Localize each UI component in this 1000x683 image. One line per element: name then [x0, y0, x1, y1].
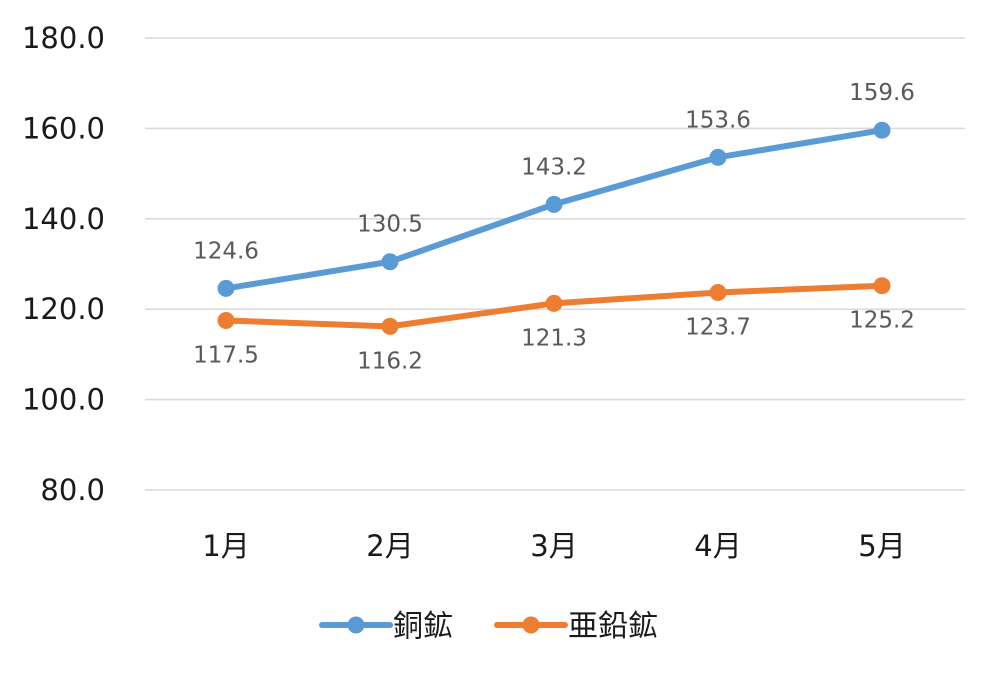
x-tick-label: 3月: [530, 529, 577, 563]
data-point-marker: [545, 294, 563, 312]
data-point-marker: [709, 148, 727, 166]
data-point-marker: [873, 277, 891, 295]
x-axis-tick-labels: 1月 2月 3月 4月 5月: [202, 529, 905, 563]
legend-label: 銅鉱: [393, 609, 453, 644]
x-tick-label: 5月: [858, 529, 905, 563]
legend-label: 亜鉛鉱: [568, 609, 658, 644]
x-tick-label: 4月: [694, 529, 741, 563]
y-tick-label: 160.0: [22, 111, 105, 145]
data-label: 143.2: [521, 154, 587, 180]
data-point-marker: [873, 121, 891, 139]
data-label: 123.7: [685, 314, 751, 340]
data-label: 124.6: [193, 238, 259, 264]
x-tick-label: 1月: [202, 529, 249, 563]
data-label: 159.6: [849, 80, 915, 106]
x-tick-label: 2月: [366, 529, 413, 563]
gridlines: [145, 37, 965, 491]
data-label: 117.5: [193, 343, 259, 369]
data-point-marker: [217, 312, 235, 329]
legend-swatch-marker: [347, 616, 365, 634]
data-point-marker: [545, 195, 563, 213]
y-tick-label: 120.0: [22, 292, 105, 326]
data-label: 121.3: [521, 325, 587, 351]
data-point-marker: [217, 279, 235, 297]
data-point-marker: [381, 253, 399, 271]
y-tick-label: 180.0: [22, 21, 105, 55]
legend-swatch-marker: [522, 616, 540, 634]
y-tick-label: 100.0: [22, 383, 105, 417]
data-point-marker: [709, 283, 727, 301]
data-label: 153.6: [685, 107, 751, 133]
legend: 銅鉱 亜鉛鉱: [319, 609, 658, 644]
data-label: 116.2: [357, 348, 423, 374]
data-label: 125.2: [849, 308, 915, 334]
data-labels: 124.6 130.5 143.2 153.6 159.6 117.5 116.2 121.3…: [193, 80, 915, 374]
y-tick-label: 80.0: [40, 473, 105, 507]
data-point-marker: [381, 317, 399, 335]
series-lines: [217, 121, 891, 335]
data-label: 130.5: [357, 212, 423, 238]
y-axis-tick-labels: 180.0 160.0 140.0 120.0 100.0 80.0: [22, 21, 105, 507]
y-tick-label: 140.0: [22, 202, 105, 236]
